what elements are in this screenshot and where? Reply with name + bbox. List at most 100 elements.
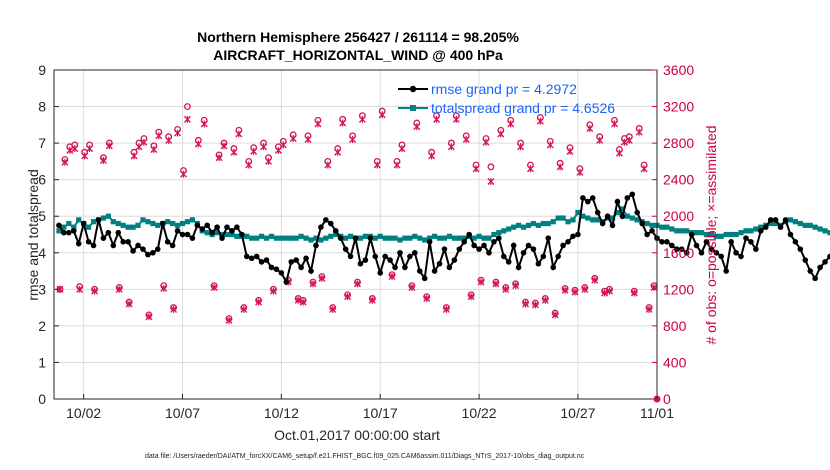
obs-assimilated-point (99, 156, 107, 164)
spread-point (614, 209, 621, 216)
obs-assimilated-point (215, 154, 223, 162)
y-right-tick-label: 3200 (663, 99, 694, 115)
obs-assimilated-point (373, 161, 381, 169)
obs-assimilated-point (255, 298, 263, 306)
obs-assimilated-point (581, 285, 589, 293)
obs-assimilated-point (517, 143, 525, 151)
rmse-point (723, 268, 729, 274)
obs-assimilated-point (130, 152, 138, 160)
obs-assimilated-point (165, 136, 173, 144)
y-left-tick-label: 2 (38, 318, 46, 334)
obs-assimilated-point (180, 170, 187, 178)
rmse-point (189, 235, 196, 241)
obs-assimilated-point (502, 285, 510, 293)
spread-point (343, 235, 349, 241)
plot-frame (53, 69, 658, 400)
rmse-point (105, 229, 112, 236)
spread-point (659, 224, 665, 230)
x-tick-label: 10/12 (264, 405, 299, 421)
spread-point (165, 219, 171, 225)
spread-point (328, 233, 334, 239)
obs-assimilated-point (309, 280, 317, 288)
rmse-point (757, 228, 764, 234)
obs-assimilated-point (194, 140, 202, 148)
rmse-point (540, 253, 547, 260)
rmse-point (347, 253, 354, 260)
spread-point (456, 235, 462, 241)
spread-point (283, 235, 289, 241)
rmse-point (436, 260, 443, 267)
spread-point (491, 231, 497, 238)
spread-point (585, 215, 591, 221)
legend-spread-marker (410, 105, 416, 111)
rmse-point (125, 239, 131, 245)
spread-point (451, 235, 457, 241)
obs-assimilated-point (640, 165, 648, 173)
spread-point (293, 235, 299, 241)
obs-assimilated-point (536, 117, 544, 125)
obs-assimilated-point (230, 148, 238, 156)
spread-point (85, 224, 92, 230)
spread-point (258, 233, 265, 239)
rmse-point (708, 246, 715, 252)
rmse-point (575, 231, 581, 238)
obs-assimilated-point (349, 135, 357, 143)
legend-spread-label: totalspread grand pr = 4.6526 (431, 100, 615, 116)
spread-point (431, 233, 438, 239)
obs-assimilated-point (324, 161, 332, 169)
rmse-point (258, 259, 265, 265)
rmse-point (782, 217, 789, 223)
obs-assimilated-point (235, 130, 243, 138)
rmse-point (743, 235, 749, 241)
rmse-point (446, 264, 453, 271)
plot-area (54, 70, 657, 399)
obs-assimilated-point (240, 305, 248, 313)
spread-point (555, 215, 561, 221)
rmse-point (822, 259, 828, 265)
rmse-point (500, 253, 507, 260)
spread-point (100, 215, 107, 221)
rmse-point (713, 249, 720, 256)
spread-point (204, 230, 210, 236)
obs-assimilated-point (423, 294, 431, 302)
spread-point (323, 235, 329, 241)
rmse-point (56, 222, 62, 229)
obs-assimilated-point (467, 293, 475, 301)
obs-assimilated-point (398, 145, 406, 153)
spread-point (575, 209, 581, 216)
spread-point (90, 219, 97, 225)
obs-assimilated-point (125, 300, 133, 308)
rmse-point (817, 264, 823, 271)
rmse-point (80, 220, 87, 227)
series-layer (56, 103, 830, 403)
rmse-point (594, 209, 601, 216)
spread-point (728, 231, 734, 238)
spread-point (827, 230, 830, 236)
rmse-point (342, 246, 349, 252)
y-left-tick-label: 3 (38, 281, 46, 297)
rmse-point (140, 246, 146, 252)
obs-assimilated-point (447, 143, 455, 151)
obs-assimilated-point (433, 115, 441, 123)
rmse-point (327, 220, 334, 227)
rmse-point (431, 268, 438, 274)
obs-assimilated-point (76, 285, 84, 293)
obs-assimilated-point (586, 124, 594, 132)
spread-point (822, 228, 828, 234)
spread-point (150, 220, 156, 227)
spread-point (540, 220, 546, 227)
rmse-point (629, 191, 636, 198)
spread-point (501, 228, 507, 234)
rmse-point (332, 228, 339, 234)
obs-assimilated-point (546, 141, 554, 149)
legend-rmse-label: rmse grand pr = 4.2972 (431, 81, 577, 97)
rmse-point (644, 231, 650, 238)
obs-assimilated-point (606, 287, 614, 295)
spread-point (422, 237, 428, 243)
spread-point (170, 220, 176, 227)
rmse-point (303, 255, 309, 262)
spread-point (787, 217, 794, 223)
spread-point (802, 222, 808, 228)
obs-assimilated-point (541, 296, 549, 304)
